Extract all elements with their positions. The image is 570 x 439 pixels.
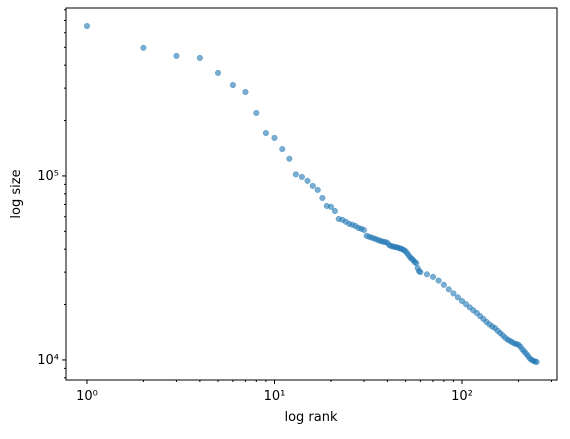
- point: [242, 88, 249, 96]
- point: [262, 130, 269, 137]
- point: [286, 155, 293, 162]
- point: [292, 171, 299, 178]
- plot-frame: [65, 7, 558, 381]
- point: [140, 44, 147, 51]
- point: [229, 81, 236, 89]
- point: [360, 226, 368, 233]
- point: [214, 69, 222, 76]
- point: [173, 52, 180, 59]
- point: [445, 286, 452, 293]
- point: [314, 186, 321, 193]
- point: [304, 177, 311, 184]
- point: [417, 269, 424, 276]
- point: [435, 277, 442, 284]
- point: [458, 297, 466, 305]
- x-axis-label: log rank: [284, 410, 338, 425]
- point: [271, 134, 278, 141]
- point: [83, 22, 91, 30]
- point: [196, 54, 203, 61]
- x-tick-label: 10¹: [264, 389, 286, 404]
- point: [450, 290, 457, 297]
- point: [319, 194, 326, 202]
- point: [454, 294, 461, 301]
- point: [423, 271, 430, 278]
- point: [327, 203, 334, 210]
- point: [309, 182, 316, 189]
- point: [331, 207, 338, 215]
- point: [429, 273, 437, 280]
- y-tick-label: 10⁴: [37, 353, 59, 368]
- point: [279, 146, 286, 153]
- y-tick-label: 10⁵: [37, 169, 59, 184]
- point: [533, 358, 540, 366]
- x-tick-label: 10⁰: [76, 389, 98, 404]
- point: [440, 281, 447, 288]
- x-tick-label: 10²: [451, 389, 473, 404]
- point: [253, 109, 260, 116]
- point: [298, 173, 305, 180]
- y-axis-label: log size: [9, 169, 24, 218]
